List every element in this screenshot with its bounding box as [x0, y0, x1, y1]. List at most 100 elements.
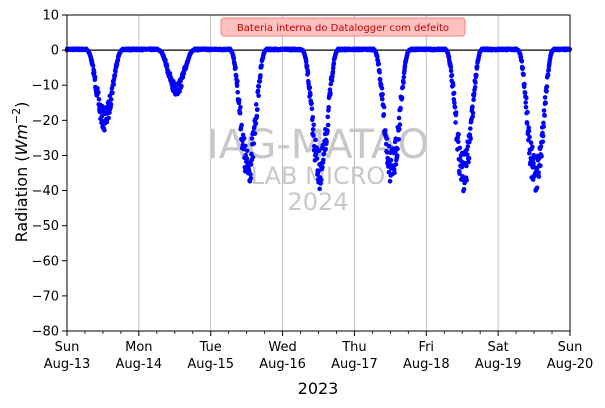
data-point [318, 181, 323, 186]
data-point [401, 74, 407, 80]
x-tick-label-day: Sat [487, 340, 508, 355]
data-point [255, 107, 260, 112]
data-point [259, 63, 264, 68]
y-tick-label: 0 [51, 44, 59, 59]
data-point [464, 177, 470, 183]
data-point [456, 132, 461, 137]
data-point [528, 140, 534, 145]
data-point [457, 171, 462, 176]
data-point [313, 137, 318, 143]
data-point [519, 59, 525, 64]
data-point [253, 102, 259, 107]
data-point [398, 105, 403, 111]
data-point [399, 95, 405, 100]
data-point [525, 109, 530, 115]
data-point [96, 90, 101, 95]
x-tick-label-day: Mon [125, 340, 152, 355]
x-tick-label-date: Aug-18 [403, 357, 450, 372]
data-point [381, 104, 387, 110]
data-point [253, 121, 259, 126]
data-point [326, 105, 332, 110]
data-point [526, 125, 531, 130]
data-point [446, 54, 452, 60]
data-point [112, 72, 118, 78]
data-point [317, 186, 323, 192]
x-axis: Sun Aug-13 Mon Aug-14 Tue Aug-15 Wed Aug-16 Thu A… [44, 331, 594, 372]
data-point [448, 64, 454, 70]
data-point [321, 157, 326, 163]
data-point [472, 84, 478, 90]
y-tick-label: −10 [32, 79, 59, 94]
data-point [323, 146, 329, 152]
y-tick-label: −50 [32, 219, 59, 234]
data-point [401, 80, 406, 85]
data-point [534, 185, 540, 191]
data-point [313, 152, 319, 157]
data-point [380, 92, 385, 97]
data-point [470, 104, 475, 109]
data-point [450, 83, 456, 88]
y-tick-label: −60 [32, 254, 59, 269]
data-point [381, 112, 387, 117]
data-point [304, 63, 310, 69]
data-point [452, 105, 458, 110]
data-point [248, 175, 254, 181]
data-point [393, 162, 399, 167]
x-tick-label-date: Aug-13 [44, 357, 91, 372]
y-axis-title-exponent: −2 [10, 108, 23, 124]
data-point [386, 144, 392, 149]
data-point [231, 55, 237, 61]
data-point [400, 84, 406, 90]
data-point [527, 134, 532, 140]
data-point [545, 72, 551, 78]
data-point [471, 97, 476, 103]
data-point [539, 154, 544, 159]
data-point [325, 114, 331, 120]
data-point [244, 156, 250, 161]
data-point [256, 93, 261, 99]
data-point [248, 172, 253, 177]
data-point [90, 63, 96, 69]
x-tick-label-day: Wed [268, 340, 296, 355]
data-point [316, 148, 322, 153]
data-point [92, 74, 98, 80]
data-point [239, 122, 244, 128]
data-point [235, 90, 240, 95]
data-point [321, 151, 327, 157]
y-axis: 10 0 −10 −20 −30 −40 −50 −60 −70 −80 [32, 9, 67, 340]
y-tick-label: −30 [32, 149, 59, 164]
data-point [527, 150, 532, 156]
data-point [448, 68, 454, 74]
data-point [104, 105, 109, 110]
data-point [233, 65, 238, 70]
data-point [451, 90, 457, 96]
x-tick-label-date: Aug-16 [259, 357, 306, 372]
data-point [243, 143, 248, 149]
data-point [238, 104, 243, 110]
data-point [309, 101, 314, 106]
y-tick-label: −40 [32, 184, 59, 199]
data-point [520, 65, 525, 71]
x-tick-label-day: Tue [199, 340, 222, 355]
y-tick-label: −80 [32, 325, 59, 340]
data-point [250, 155, 256, 160]
data-point [180, 75, 186, 80]
x-tick-label-day: Sun [55, 340, 80, 355]
data-point [542, 95, 548, 100]
x-tick-label-day: Thu [341, 340, 366, 355]
data-point [536, 174, 542, 179]
annotation-box: Bateria interna do Datalogger com defeit… [220, 17, 466, 37]
data-point [453, 120, 458, 125]
data-point [523, 105, 529, 110]
data-point [309, 106, 315, 112]
data-point [310, 115, 316, 120]
data-point [394, 153, 400, 158]
y-tick-label: −20 [32, 114, 59, 129]
data-point [328, 90, 333, 96]
data-point [395, 146, 400, 152]
data-point [257, 79, 263, 84]
x-tick-label-date: Aug-20 [547, 357, 594, 372]
data-point [241, 136, 247, 141]
data-point [164, 64, 170, 69]
x-tick-label-day: Fri [419, 340, 435, 355]
